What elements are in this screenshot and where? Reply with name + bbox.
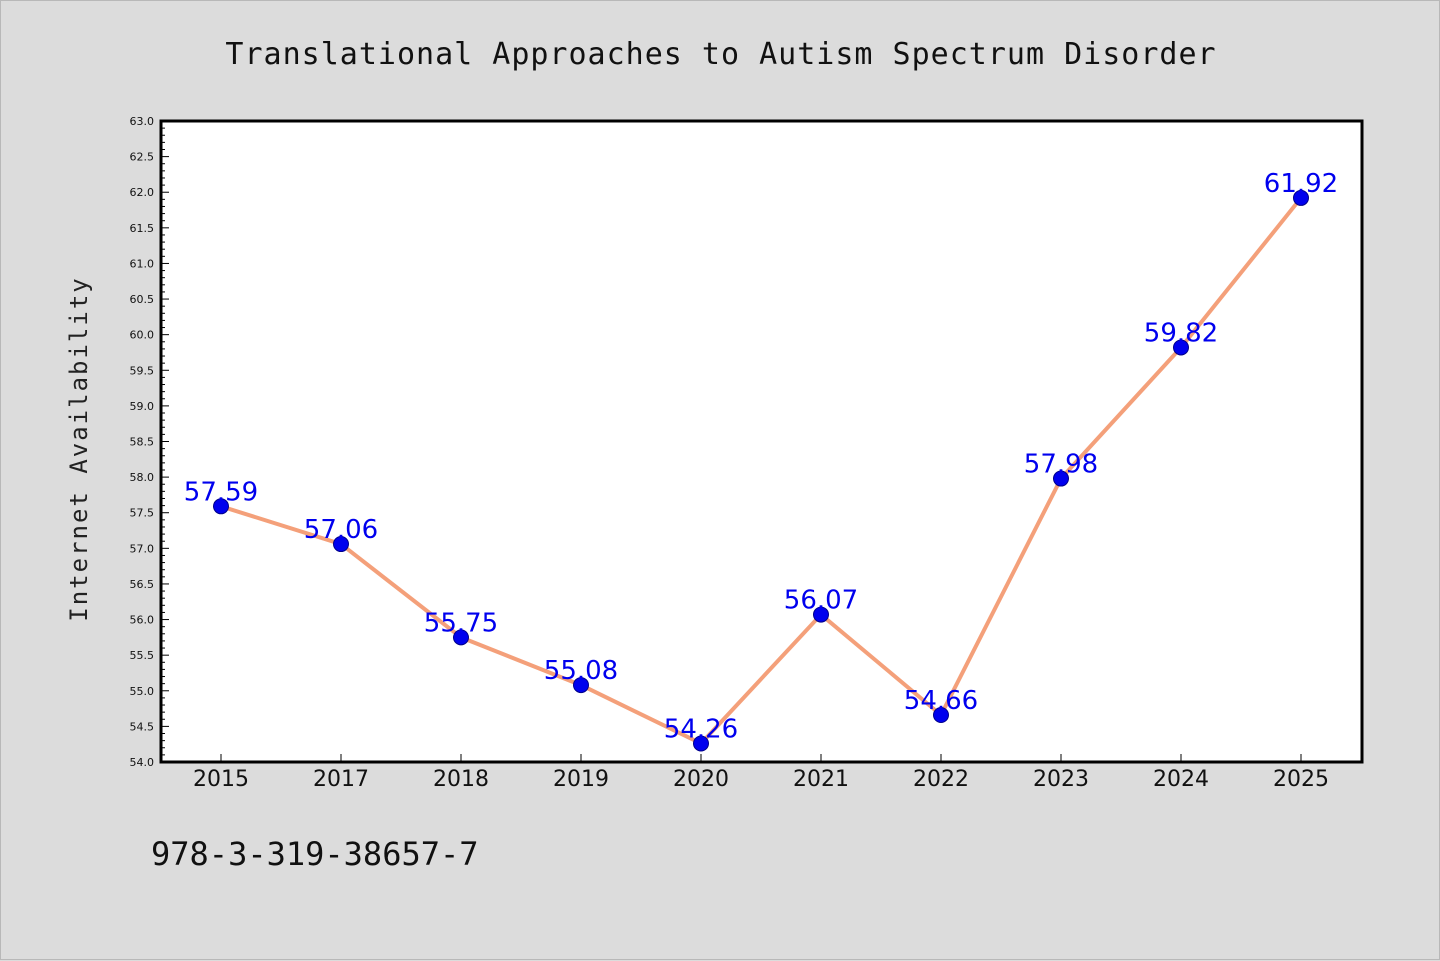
data-label: 57.59 xyxy=(184,477,258,507)
x-tick-label: 2024 xyxy=(1153,767,1209,792)
data-point xyxy=(933,706,949,723)
y-tick-label: 56.5 xyxy=(130,578,155,591)
plot-area xyxy=(159,119,1364,764)
x-tick-label: 2025 xyxy=(1273,767,1329,792)
y-tick-label: 57.0 xyxy=(130,542,155,555)
data-label: 55.08 xyxy=(544,656,618,686)
y-tick-label: 58.5 xyxy=(130,436,155,449)
data-point xyxy=(1293,189,1309,206)
y-tick-label: 60.0 xyxy=(130,329,155,342)
data-label: 59.82 xyxy=(1144,318,1218,348)
series-line xyxy=(220,196,1303,746)
x-tick-label: 2020 xyxy=(673,767,729,792)
data-point xyxy=(813,606,829,623)
data-label: 54.26 xyxy=(664,714,738,744)
y-tick-label: 56.0 xyxy=(130,614,155,627)
data-point xyxy=(693,735,709,752)
y-tick-label: 55.0 xyxy=(130,685,155,698)
data-label: 56.07 xyxy=(784,586,858,616)
x-tick-label: 2017 xyxy=(313,767,369,792)
data-point xyxy=(573,677,589,694)
y-tick-label: 63.0 xyxy=(130,115,155,128)
data-label: 57.98 xyxy=(1024,450,1098,480)
data-label: 54.66 xyxy=(904,686,978,716)
y-tick-label: 62.5 xyxy=(130,151,155,164)
y-axis-label: Internet Availability xyxy=(65,276,93,621)
y-tick-label: 62.0 xyxy=(130,186,155,199)
y-tick-label: 60.5 xyxy=(130,293,155,306)
data-point xyxy=(333,536,349,553)
data-point xyxy=(1173,339,1189,356)
data-point xyxy=(453,629,469,646)
y-tick-label: 61.5 xyxy=(130,222,155,235)
isbn-text: 978-3-319-38657-7 xyxy=(151,835,479,873)
x-tick-label: 2015 xyxy=(193,767,249,792)
chart-title: Translational Approaches to Autism Spect… xyxy=(225,37,1216,72)
x-tick-label: 2023 xyxy=(1033,767,1089,792)
y-tick-label: 55.5 xyxy=(130,649,155,662)
x-tick-label: 2022 xyxy=(913,767,969,792)
data-label: 61.92 xyxy=(1264,169,1338,199)
data-labels: 57.59 57.06 55.75 55.08 54.26 56.07 54.66 57.98… xyxy=(184,169,1338,745)
y-tick-label: 54.5 xyxy=(130,720,155,733)
x-tick-label: 2021 xyxy=(793,767,849,792)
data-markers xyxy=(213,189,1309,752)
x-axis: 2015 2017 2018 2019 2020 2021 2022 2023 2024 2025 xyxy=(193,754,1329,792)
y-tick-label: 58.0 xyxy=(130,471,155,484)
y-tick-label: 59.0 xyxy=(130,400,155,413)
data-point xyxy=(1053,470,1069,487)
x-tick-label: 2018 xyxy=(433,767,489,792)
y-tick-label: 59.5 xyxy=(130,364,155,377)
x-tick-label: 2019 xyxy=(553,767,609,792)
data-point xyxy=(213,498,229,515)
y-tick-label: 61.0 xyxy=(130,257,155,270)
data-label: 55.75 xyxy=(424,608,498,638)
y-tick-label: 54.0 xyxy=(130,756,155,769)
data-label: 57.06 xyxy=(304,515,378,545)
y-tick-label: 57.5 xyxy=(130,507,155,520)
y-axis: 54.0 54.5 55.0 55.5 56.0 56.5 57.0 57.5 58.0 58.5… xyxy=(130,115,169,769)
